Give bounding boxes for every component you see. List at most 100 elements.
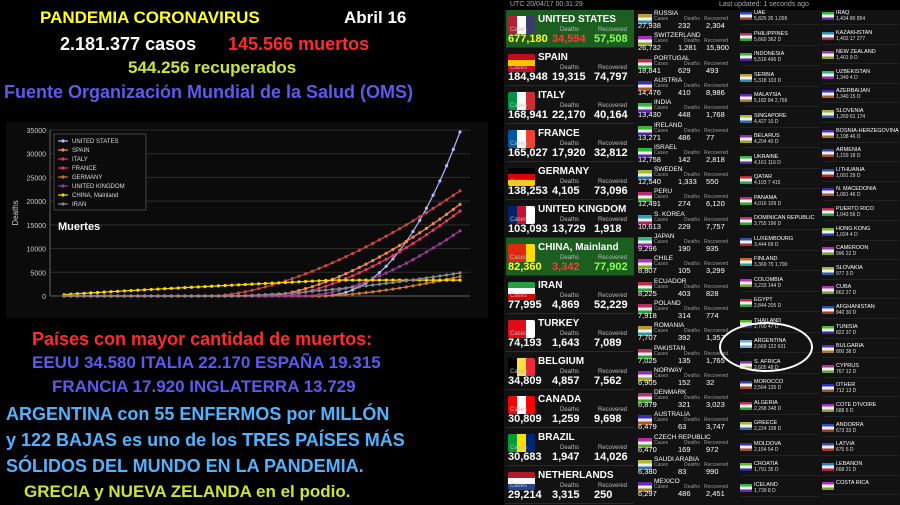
country-card[interactable]: DOMINICAN REPUBLIC 3,755 196 D <box>740 215 820 230</box>
country-card[interactable]: PHILIPPINES 5,660 362 D <box>740 31 820 46</box>
country-card[interactable]: UAE 5,825 35 1,095 <box>740 10 820 25</box>
country-card[interactable]: SWEDEN Cases Deaths Recovered 12,540 1,333 550 <box>638 166 736 187</box>
country-card[interactable]: QATAR 4,103 7 415 <box>740 174 820 189</box>
country-card[interactable]: N. MACEDONIA 1,081 46 D <box>822 186 898 202</box>
country-card[interactable]: CYPRUS 767 12 D <box>822 363 898 378</box>
country-card[interactable]: PAKISTAN Cases Deaths Recovered 7,025 135 1,76… <box>638 345 736 366</box>
series-point <box>304 290 308 294</box>
country-card[interactable]: NEW ZEALAND 1,401 9 D <box>822 49 898 65</box>
country-card[interactable]: S. KOREA Cases Deaths Recovered 10,613 229 7,7… <box>638 211 736 232</box>
country-card[interactable]: PERU Cases Deaths Recovered 12,491 274 6,120 <box>638 188 736 209</box>
country-card[interactable]: ANDORRA 673 33 D <box>822 422 898 437</box>
country-card[interactable]: AUSTRIA Cases Deaths Recovered 14,476 410 8,98… <box>638 77 736 98</box>
country-card[interactable]: UZBEKISTAN 1,349 4 D <box>822 69 898 84</box>
country-card[interactable]: NORWAY Cases Deaths Recovered 6,905 152 32 <box>638 367 736 388</box>
country-card[interactable]: POLAND Cases Deaths Recovered 7,918 314 774 <box>638 300 736 321</box>
country-card[interactable]: COLOMBIA 3,233 144 D <box>740 277 820 292</box>
country-card[interactable]: UNITED STATES Cases Deaths Recovered 677,180… <box>506 10 634 48</box>
cases-label: Cases <box>654 395 669 402</box>
country-card[interactable]: LITHUANIA 1,091 29 D <box>822 167 898 182</box>
country-card[interactable]: SLOVENIA 1,269 61 174 <box>822 108 898 123</box>
country-card[interactable]: IRELAND Cases Deaths Recovered 13,271 486 77 <box>638 122 736 143</box>
series-point <box>183 286 187 290</box>
country-card[interactable]: TUNISIA 822 37 D <box>822 324 898 339</box>
country-card[interactable]: ITALY Cases Deaths Recovered 168,941 22,170 40… <box>506 86 634 124</box>
country-card[interactable]: MOLDOVA 2,154 54 D <box>740 441 820 456</box>
country-card[interactable]: DENMARK Cases Deaths Recovered 6,879 321 3,023 <box>638 389 736 410</box>
country-card[interactable]: JAPAN Cases Deaths Recovered 9,296 190 935 <box>638 233 736 254</box>
country-card[interactable]: COSTA RICA <box>822 480 898 496</box>
flag-icon <box>740 155 752 164</box>
deaths-value: 274 <box>678 199 691 209</box>
country-card[interactable]: FINLAND 3,369 75 1,700 <box>740 256 820 271</box>
country-card[interactable]: SERBIA 5,318 103 D <box>740 72 820 87</box>
flag-icon <box>508 206 535 224</box>
country-values: 822 37 D <box>836 329 857 336</box>
country-card[interactable]: KAZAKHSTAN 1,402 17 277 <box>822 30 898 45</box>
country-card[interactable]: AFGHANISTAN 840 30 D <box>822 304 898 319</box>
series-point <box>451 207 455 211</box>
country-card[interactable]: PUERTO RICO 1,043 56 D <box>822 206 898 221</box>
country-card[interactable]: AUSTRALIA Cases Deaths Recovered 6,479 63 3,74… <box>638 411 736 432</box>
country-card[interactable]: SPAIN Cases Deaths Recovered 184,948 19,315 74… <box>506 48 634 86</box>
country-card[interactable]: CUBA 862 27 D <box>822 284 898 300</box>
country-card[interactable]: LUXEMBOURG 3,444 69 D <box>740 236 820 251</box>
country-card[interactable]: CROATIA 1,791 35 D <box>740 461 820 476</box>
series-point <box>236 294 241 298</box>
country-card[interactable]: PANAMA 4,016 109 D <box>740 195 820 210</box>
country-card[interactable]: IRAN Cases Deaths Recovered 77,995 4,869 52,22… <box>506 276 634 314</box>
country-card[interactable]: BELARUS 4,204 40 D <box>740 133 820 148</box>
country-card[interactable]: MOROCCO 2,564 135 D <box>740 379 820 394</box>
country-card[interactable]: ECUADOR Cases Deaths Recovered 8,225 403 828 <box>638 278 736 299</box>
country-card[interactable]: MALAYSIA 5,182 84 2,766 <box>740 92 820 107</box>
country-card[interactable]: HONG KONG 1,024 4 D <box>822 226 898 241</box>
legend-marker <box>61 157 65 161</box>
country-card[interactable]: ICELAND 1,739 8 D <box>740 482 820 497</box>
country-card[interactable]: LEBANON 668 21 D <box>822 461 898 476</box>
country-card[interactable]: CHILE Cases Deaths Recovered 8,807 105 3,299 <box>638 255 736 276</box>
country-name: ISRAEL <box>654 143 678 151</box>
country-card[interactable]: ALGERIA 2,268 348 D <box>740 400 820 415</box>
country-card[interactable]: SLOVAKIA 977 3 D <box>822 265 898 280</box>
country-card[interactable]: SINGAPORE 4,427 10 D <box>740 113 820 128</box>
series-point <box>377 282 382 286</box>
legend-label: SPAIN <box>72 148 90 154</box>
country-card[interactable]: CZECH REPUBLIC Cases Deaths Recovered 6,470 1… <box>638 434 736 455</box>
country-card[interactable]: RUSSIA Cases Deaths Recovered 27,938 232 2,304 <box>638 10 736 31</box>
country-card[interactable]: BOSNIA-HERZEGOVINA 1,198 46 D <box>822 128 899 143</box>
country-card[interactable]: CHINA, Mainland Cases Deaths Recovered 82,36… <box>506 238 634 276</box>
country-card[interactable]: NETHERLANDS Cases Deaths Recovered 29,214 3,3… <box>506 466 634 504</box>
country-card[interactable]: SWITZERLAND Cases Deaths Recovered 26,732 1,2… <box>638 32 736 53</box>
country-card[interactable]: TURKEY Cases Deaths Recovered 74,193 1,643 7,0… <box>506 314 634 352</box>
country-card[interactable]: UNITED KINGDOM Cases Deaths Recovered 103,09… <box>506 200 634 238</box>
series-point <box>297 290 301 294</box>
country-card[interactable]: AZERBAIJAN 1,340 15 D <box>822 88 898 104</box>
country-card[interactable]: COTE D'IVOIRE 688 6 D <box>822 402 898 417</box>
country-card[interactable]: CANADA Cases Deaths Recovered 30,809 1,259 9,6… <box>506 390 634 428</box>
y-tick-label: 30000 <box>27 152 47 159</box>
country-card[interactable]: OTHER 712 13 D <box>822 382 898 398</box>
country-card[interactable]: BRAZIL Cases Deaths Recovered 30,683 1,947 14,… <box>506 428 634 466</box>
country-card[interactable]: ARMENIA 1,159 18 D <box>822 147 898 163</box>
country-card[interactable]: MEXICO Cases Deaths Recovered 6,297 486 2,451 <box>638 478 736 499</box>
country-card[interactable]: LATVIA 675 5 D <box>822 441 898 457</box>
series-point <box>424 276 429 280</box>
country-card[interactable]: SAUDI ARABIA Cases Deaths Recovered 6,380 83 9… <box>638 456 736 477</box>
country-card[interactable]: UKRAINE 4,161 116 D <box>740 154 820 169</box>
country-card[interactable]: INDONESIA 5,516 496 D <box>740 51 820 66</box>
country-card[interactable]: EGYPT 2,844 205 D <box>740 297 820 312</box>
country-card[interactable]: ROMANIA Cases Deaths Recovered 7,707 392 1,357 <box>638 322 736 343</box>
series-point <box>290 294 294 298</box>
country-card[interactable]: BELGIUM Cases Deaths Recovered 34,809 4,857 7,… <box>506 352 634 390</box>
series-point <box>451 214 455 218</box>
country-card[interactable]: GREECE 2,224 108 D <box>740 420 820 435</box>
country-card[interactable]: CAMEROON 996 22 D <box>822 245 898 261</box>
country-card[interactable]: BULGARIA 800 38 D <box>822 343 898 359</box>
country-card[interactable]: INDIA Cases Deaths Recovered 13,430 448 1,768 <box>638 99 736 120</box>
series-point <box>149 294 153 298</box>
country-card[interactable]: PORTUGAL Cases Deaths Recovered 18,841 629 493 <box>638 55 736 76</box>
country-card[interactable]: ISRAEL Cases Deaths Recovered 12,758 142 2,818 <box>638 144 736 165</box>
country-card[interactable]: FRANCE Cases Deaths Recovered 165,027 17,920 3… <box>506 124 634 162</box>
country-card[interactable]: IRAQ 1,434 80 854 <box>822 10 898 25</box>
country-card[interactable]: GERMANY Cases Deaths Recovered 138,253 4,105 7… <box>506 162 634 200</box>
